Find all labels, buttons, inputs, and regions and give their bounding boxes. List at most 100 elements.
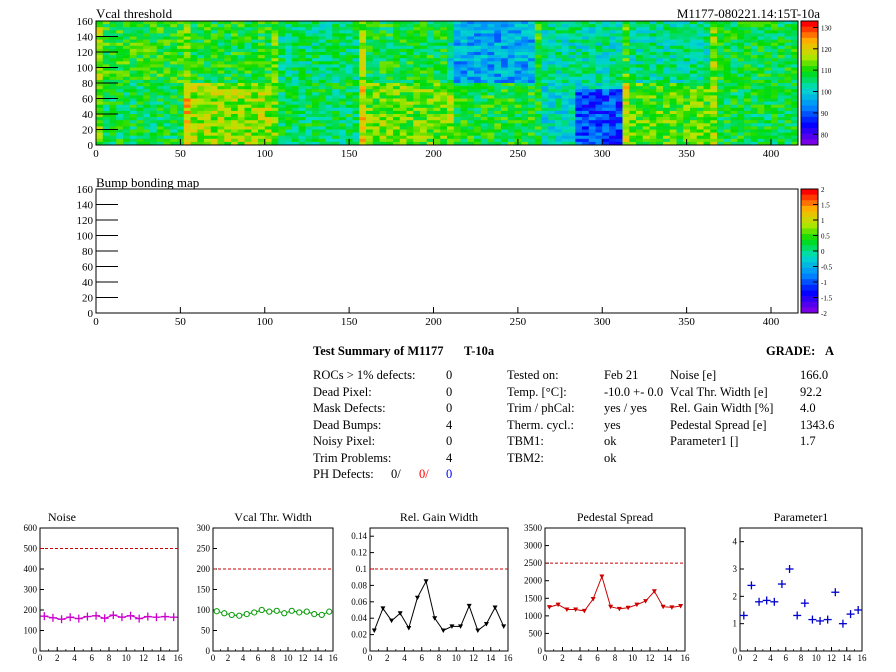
data-point [634, 602, 640, 608]
palette-swatch [801, 139, 818, 146]
y-tick-label: 0.12 [351, 548, 367, 558]
data-point [823, 615, 832, 624]
palette-swatch [801, 43, 818, 50]
data-point [838, 619, 847, 628]
palette-swatch [801, 37, 818, 45]
x-tick-label: 250 [510, 316, 527, 328]
data-point [616, 606, 622, 612]
x-tick-label: 2 [385, 653, 390, 663]
summary-conditions-column: Tested on: Feb 21 Temp. [°C]: -10.0 +- 0.0… [507, 367, 667, 466]
x-tick-label: 6 [420, 653, 425, 663]
summary-header: Test Summary of M1177 T-10a GRADE: A [313, 343, 843, 360]
palette-swatch [801, 122, 818, 129]
x-tick-label: 12 [139, 653, 148, 663]
x-tick-label: 14 [842, 653, 852, 663]
data-point [581, 608, 587, 614]
data-point [643, 599, 649, 604]
series-line [44, 614, 174, 620]
y-tick-label: 1000 [524, 611, 543, 621]
data-point [546, 605, 552, 610]
summary-row: TBM1: ok [507, 434, 617, 448]
x-tick-label: 2 [753, 653, 758, 663]
x-tick-label: 50 [175, 316, 187, 328]
x-tick-label: 250 [510, 148, 527, 160]
y-tick-label: 50 [201, 626, 211, 636]
y-tick-label: 0 [88, 140, 94, 152]
palette-swatch [801, 205, 818, 213]
palette-tick-label: 120 [821, 46, 832, 54]
y-tick-label: 120 [77, 215, 94, 227]
bump-palette: 2 1.5 1 0.5 0 -0.5 -1 -1.5 -2 [800, 186, 833, 318]
summary-row: Noisy Pixel: 0 [313, 434, 453, 448]
series-line [549, 574, 681, 612]
summary-row: Rel. Gain Width [%] 4.0 [670, 401, 816, 415]
palette-swatch [801, 133, 818, 140]
y-tick-label: 100 [197, 605, 211, 615]
chart-frame [212, 527, 334, 652]
palette-swatch [801, 71, 818, 78]
x-tick-label: 6 [784, 653, 789, 663]
x-tick-label: 12 [827, 653, 836, 663]
x-tick-label: 12 [299, 653, 308, 663]
palette-swatch [801, 94, 818, 101]
y-tick-label: 1500 [524, 593, 543, 603]
palette-swatch [801, 194, 818, 201]
module-label: M1177-080221.14:15T-10a [677, 6, 820, 21]
y-tick-label: 0 [363, 646, 368, 656]
x-tick-label: 16 [858, 653, 868, 663]
palette-swatch [801, 234, 818, 241]
threshold-palette: 130 120 110 100 90 80 [800, 20, 832, 146]
y-tick-label: 0 [206, 646, 211, 656]
data-point [303, 608, 310, 615]
palette-tick-label: 1 [821, 217, 825, 225]
data-point [755, 597, 764, 606]
summary-row: Tested on: Feb 21 [507, 368, 639, 382]
palette-tick-label: 130 [821, 24, 832, 32]
data-point [440, 628, 446, 633]
x-tick-label: 0 [368, 653, 373, 663]
palette-swatch [801, 66, 818, 73]
palette-swatch [801, 245, 818, 252]
y-tick-label: 100 [77, 63, 94, 75]
x-tick-label: 6 [256, 653, 261, 663]
data-point [466, 603, 472, 609]
data-point [117, 613, 126, 622]
data-point [100, 614, 109, 623]
data-point [169, 613, 178, 622]
data-point [590, 596, 596, 602]
data-point [762, 596, 771, 605]
data-point [458, 624, 464, 629]
y-tick-label: 300 [24, 585, 38, 595]
summary-defects-column: ROCs > 1% defects: 0 Dead Pixel: 0 Mask De… [313, 367, 463, 483]
palette-swatch [801, 267, 818, 275]
x-tick-label: 50 [175, 148, 187, 160]
x-tick-label: 6 [90, 653, 95, 663]
summary-row: Dead Pixel: 0 [313, 384, 453, 399]
data-point [83, 612, 92, 621]
summary-test-label: T-10a [464, 344, 495, 358]
data-point [651, 589, 657, 594]
y-tick-label: 0.14 [351, 531, 367, 541]
data-point [389, 618, 395, 624]
data-point [48, 613, 57, 622]
summary-row: Temp. [°C]: -10.0 +- 0.0 [507, 384, 664, 399]
x-tick-label: 14 [156, 653, 166, 663]
summary-row: ROCs > 1% defects: 0 [313, 368, 453, 382]
x-tick-label: 150 [341, 148, 358, 160]
palette-swatch [801, 296, 818, 303]
summary-row: Pedestal Spread [e] 1343.6 [670, 417, 835, 432]
x-tick-label: 300 [594, 148, 611, 160]
y-tick-label: 200 [24, 605, 38, 615]
y-tick-label: 120 [77, 47, 94, 59]
ph-defects-value-2: 0/ [419, 467, 429, 481]
palette-swatch [801, 77, 818, 84]
palette-swatch [801, 200, 818, 207]
x-tick-label: 200 [425, 148, 442, 160]
data-point [266, 608, 273, 615]
data-point [846, 610, 855, 619]
data-point [483, 621, 489, 627]
data-point [92, 611, 101, 620]
data-point [747, 581, 756, 590]
y-tick-label: 100 [77, 231, 94, 243]
